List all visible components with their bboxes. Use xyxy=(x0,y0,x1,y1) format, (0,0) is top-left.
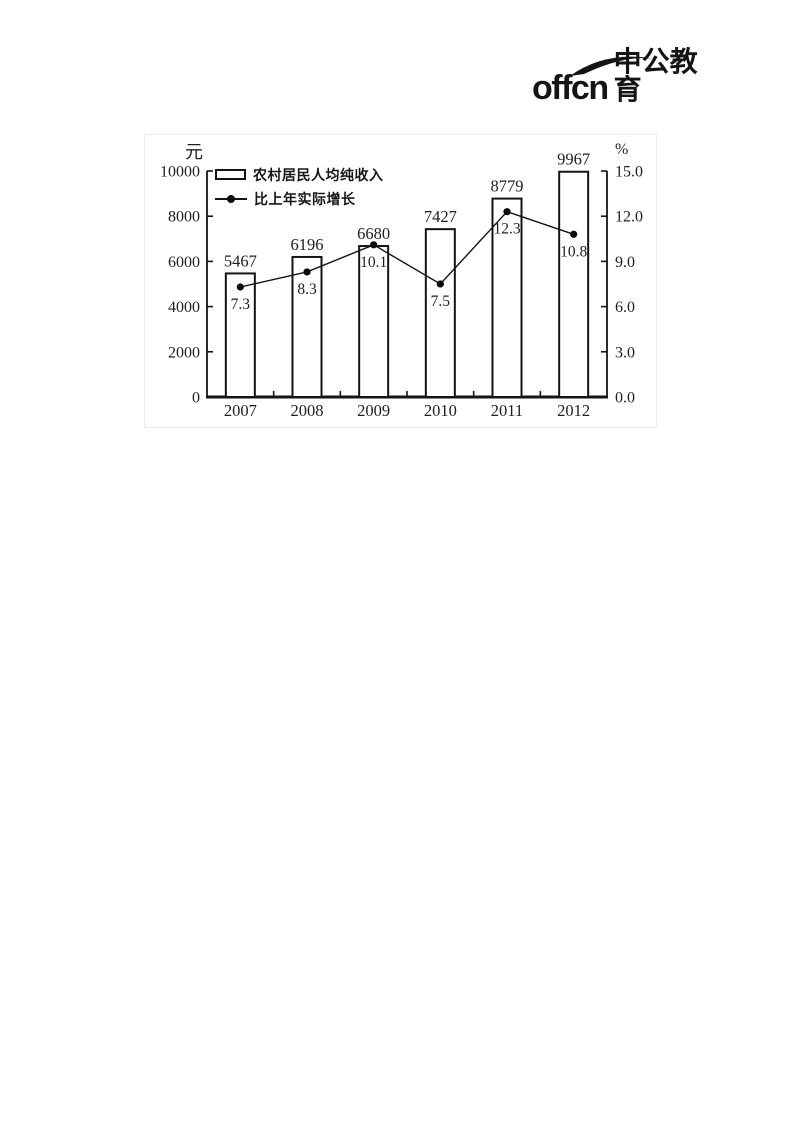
line-series-group: 7.3 8.3 10.1 7.5 12.3 10.8 xyxy=(231,208,587,313)
bar-2008 xyxy=(291,255,323,398)
x-axis-category-label: 2012 xyxy=(557,401,590,420)
line-value-label: 10.8 xyxy=(560,243,587,260)
legend-item-line-series: 比上年实际增长 xyxy=(215,187,384,210)
bar-2011 xyxy=(491,197,523,398)
income-growth-chart: 0 2000 4000 6000 8000 10000 0.0 3.0 6.0 9.0 12.0 15… xyxy=(144,134,657,428)
bar-2009 xyxy=(358,245,390,398)
x-axis-category-label: 2009 xyxy=(357,401,390,420)
right-axis-tick-label: 12.0 xyxy=(615,209,643,226)
right-axis-tick-label: 3.0 xyxy=(615,344,635,361)
line-value-label: 12.3 xyxy=(493,221,520,238)
chart-canvas: 0 2000 4000 6000 8000 10000 0.0 3.0 6.0 9.0 12.0 15… xyxy=(160,150,643,421)
left-axis-tick-label: 2000 xyxy=(168,344,200,361)
line-value-label: 7.5 xyxy=(431,293,451,310)
brand-logo: offcn 中公教育 xyxy=(532,48,716,108)
bar-2012 xyxy=(558,170,590,398)
axes: 0 2000 4000 6000 8000 10000 0.0 3.0 6.0 9.0 12.0 15… xyxy=(160,164,643,421)
line-value-label: 10.1 xyxy=(360,254,387,271)
right-axis-unit: % xyxy=(615,141,629,158)
line-marker-2009 xyxy=(370,241,378,249)
left-axis-tick-label: 6000 xyxy=(168,254,200,271)
left-axis-tick-label: 4000 xyxy=(168,299,200,316)
x-axis-category-label: 2008 xyxy=(291,401,324,420)
right-axis-tick-label: 6.0 xyxy=(615,299,635,316)
left-axis-unit: 元 xyxy=(185,142,203,162)
bar-2010 xyxy=(424,228,456,399)
line-marker-2007 xyxy=(236,283,244,291)
line-value-label: 7.3 xyxy=(231,296,251,313)
bar-series-swatch-icon xyxy=(215,169,246,180)
brand-wordmark: offcn xyxy=(532,69,609,108)
chart-legend: 农村居民人均纯收入 比上年实际增长 xyxy=(215,163,384,210)
left-axis-tick-label: 0 xyxy=(192,390,200,407)
right-axis-tick-label: 0.0 xyxy=(615,390,635,407)
line-value-label: 8.3 xyxy=(297,281,317,298)
line-series-swatch-icon xyxy=(215,194,247,203)
legend-label-line-series: 比上年实际增长 xyxy=(254,192,356,208)
line-marker-2012 xyxy=(570,230,578,238)
bar-value-label: 5467 xyxy=(224,251,257,270)
line-marker-2011 xyxy=(503,208,511,216)
bar-value-label: 6680 xyxy=(357,224,390,243)
bar-series-group: 5467 6196 6680 7427 8779 9967 xyxy=(224,150,590,399)
right-axis-tick-label: 15.0 xyxy=(615,164,643,181)
left-axis-tick-label: 10000 xyxy=(160,164,200,181)
brand-name-cjk: 中公教育 xyxy=(613,46,698,105)
bar-value-label: 8779 xyxy=(491,177,524,196)
right-axis-tick-label: 9.0 xyxy=(615,254,635,271)
bar-value-label: 6196 xyxy=(291,235,324,254)
x-axis-category-label: 2007 xyxy=(224,401,257,420)
legend-item-bar-series: 农村居民人均纯收入 xyxy=(215,163,384,186)
x-axis-category-label: 2011 xyxy=(491,401,523,420)
left-axis-tick-label: 8000 xyxy=(168,209,200,226)
line-marker-2010 xyxy=(436,280,444,288)
bar-value-label: 9967 xyxy=(557,150,590,169)
legend-label-bar-series: 农村居民人均纯收入 xyxy=(253,168,384,184)
bar-2007 xyxy=(224,272,256,398)
offcn-swoosh-icon xyxy=(570,56,656,76)
bar-value-label: 7427 xyxy=(424,207,457,226)
growth-line xyxy=(240,210,574,288)
line-marker-2008 xyxy=(303,268,311,276)
x-axis-category-label: 2010 xyxy=(424,401,457,420)
